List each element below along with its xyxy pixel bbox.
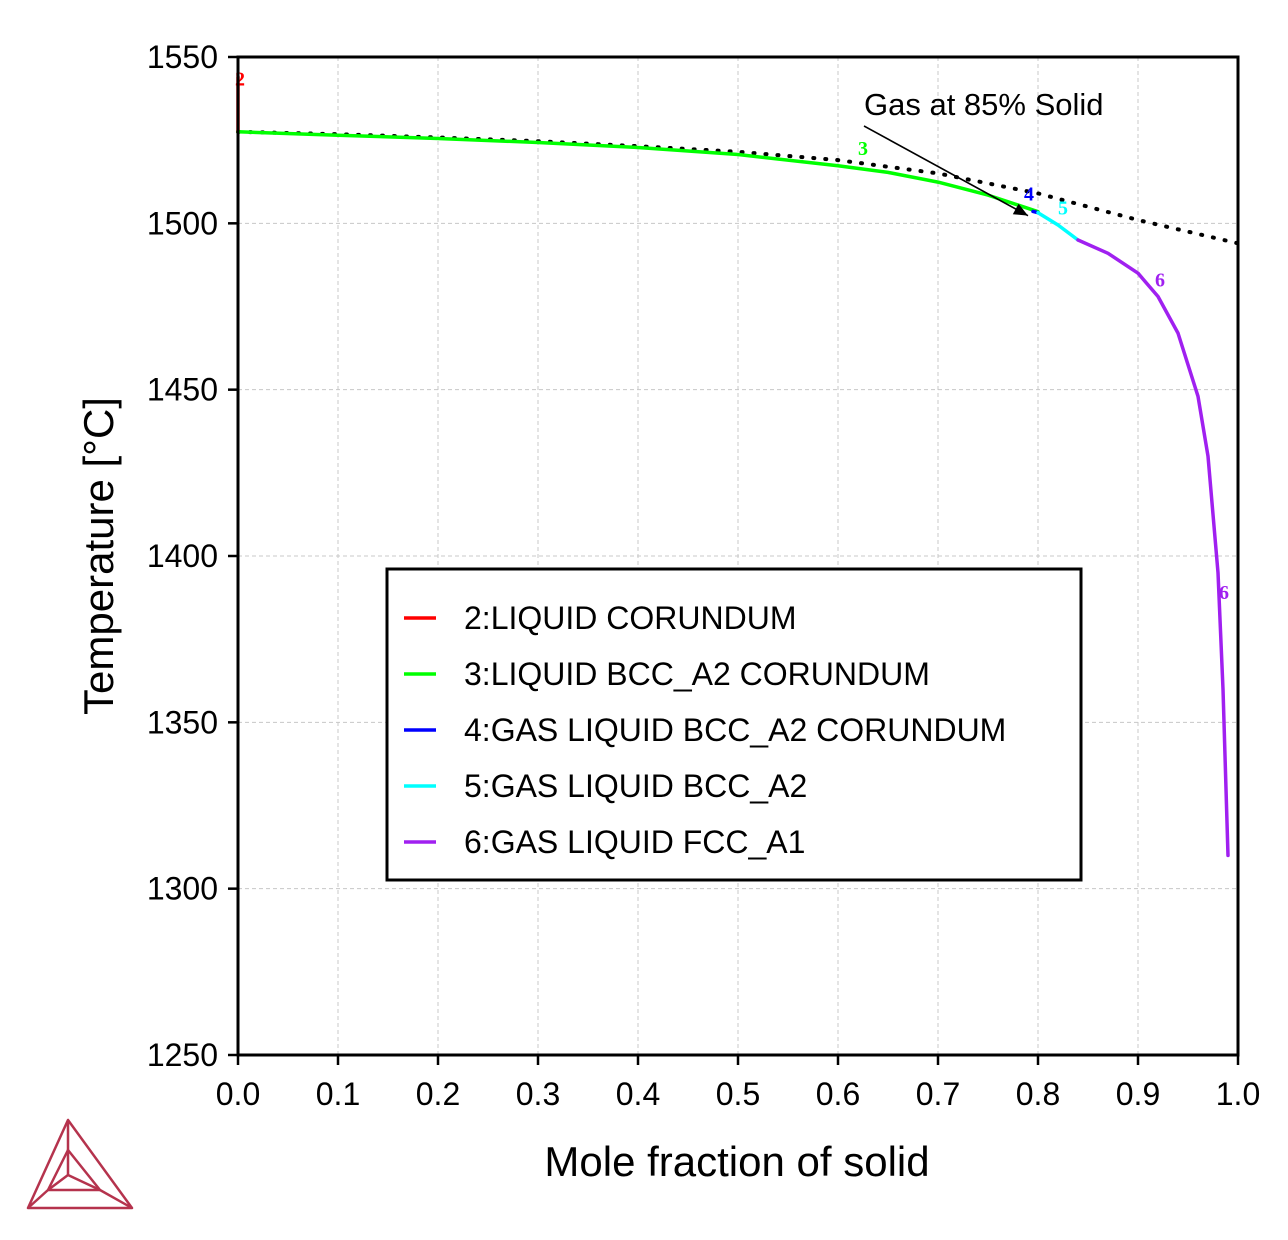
curve-labels: 2 3 4 5 6 6 [235,68,1229,604]
x-tick-labels: 0.0 0.1 0.2 0.3 0.4 0.5 0.6 0.7 0.8 0.9 1.0 [216,1076,1260,1112]
series-line-5-gas-liquid-bcc-a2 [1036,210,1080,242]
curve-label-6: 6 [1219,582,1229,604]
annotation-label: Gas at 85% Solid [864,87,1104,122]
annotation-arrow [863,125,1029,217]
legend: 2:LIQUID CORUNDUM 3:LIQUID BCC_A2 CORUNDU… [385,567,1083,882]
x-tick-label: 0.8 [1016,1076,1060,1112]
x-tick-label: 0.0 [216,1076,260,1112]
x-tick-label: 1.0 [1216,1076,1260,1112]
logo-inner-triangle [46,1148,102,1192]
y-tick-label: 1400 [147,538,218,574]
curve-label-6: 6 [1155,270,1165,292]
axis-ticks [228,55,1240,1065]
legend-label-3: 3:LIQUID BCC_A2 CORUNDUM [464,656,930,692]
annotation: Gas at 85% Solid [863,87,1104,217]
x-tick-label: 0.2 [416,1076,460,1112]
y-axis-title: Temperature [°C] [75,397,122,715]
series-line-6-gas-liquid-fcc-a1 [1076,238,1230,858]
legend-label-5: 5:GAS LIQUID BCC_A2 [464,768,807,804]
annotation-arrowhead [1012,203,1028,216]
legend-label-4: 4:GAS LIQUID BCC_A2 CORUNDUM [464,712,1006,748]
y-tick-label: 1550 [147,39,218,75]
curve-label-5: 5 [1058,197,1068,219]
legend-label-2: 2:LIQUID CORUNDUM [464,600,796,636]
curve-label-4: 4 [1024,184,1034,206]
x-tick-label: 0.6 [816,1076,860,1112]
series-line-3-liquid-bcc-a2-corundum [236,130,1040,214]
y-tick-label: 1250 [147,1037,218,1073]
x-tick-label: 0.5 [716,1076,760,1112]
x-tick-label: 0.9 [1116,1076,1160,1112]
x-tick-label: 0.7 [916,1076,960,1112]
y-tick-label: 1450 [147,372,218,408]
y-tick-label: 1500 [147,205,218,241]
grid [238,57,1238,1055]
y-tick-label: 1300 [147,871,218,907]
y-tick-labels: 1250 1300 1350 1400 1450 1500 1550 [147,39,218,1073]
legend-box [385,567,1083,882]
thermo-calc-logo [26,1118,134,1210]
legend-label-6: 6:GAS LIQUID FCC_A1 [464,824,805,860]
x-tick-label: 0.4 [616,1076,660,1112]
x-tick-label: 0.3 [516,1076,560,1112]
curve-label-2: 2 [235,68,245,90]
curve-label-3: 3 [858,138,868,160]
x-tick-label: 0.1 [316,1076,360,1112]
logo-outer-triangle [26,1118,134,1210]
y-tick-label: 1350 [147,704,218,740]
x-axis-title: Mole fraction of solid [544,1138,929,1185]
